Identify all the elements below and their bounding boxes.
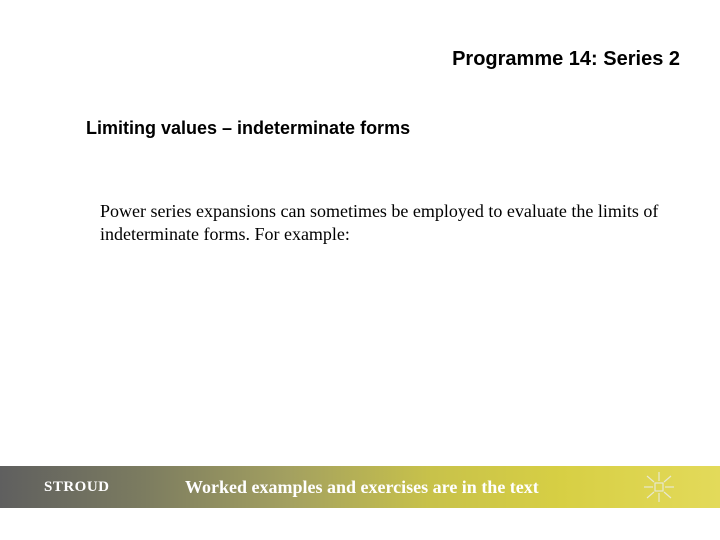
footer-note: Worked examples and exercises are in the… [155, 477, 720, 498]
programme-header: Programme 14: Series 2 [452, 48, 680, 71]
slide: Programme 14: Series 2 Limiting values –… [0, 0, 720, 540]
footer-sun-icon [642, 472, 676, 502]
section-heading: Limiting values – indeterminate forms [86, 118, 410, 139]
body-paragraph: Power series expansions can sometimes be… [100, 200, 660, 245]
footer-bar: STROUD Worked examples and exercises are… [0, 466, 720, 508]
footer-brand: STROUD [0, 479, 155, 496]
